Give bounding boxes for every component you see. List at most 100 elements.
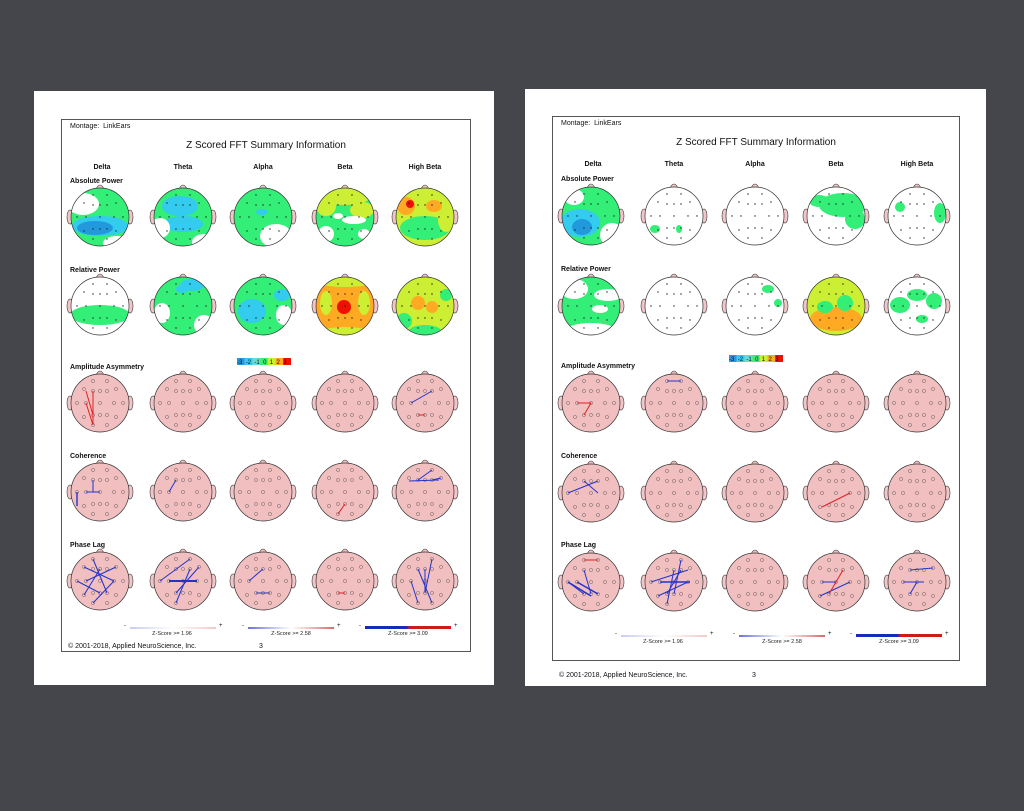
electrode-marker	[121, 401, 125, 405]
electrode-marker	[350, 413, 354, 417]
electrode-marker	[737, 477, 741, 481]
electrode-marker	[268, 567, 272, 571]
electrode-marker	[174, 502, 178, 506]
connection-line	[583, 480, 599, 494]
electrode-marker	[239, 305, 241, 307]
electrode-marker	[923, 293, 925, 295]
electrode-marker	[747, 317, 749, 319]
legend-bar-2	[739, 635, 825, 637]
electrode-marker	[841, 592, 845, 596]
electrode-marker	[842, 293, 844, 295]
electrode-marker	[336, 502, 340, 506]
electrode-marker	[275, 401, 279, 405]
electrode-marker	[827, 389, 831, 393]
electrode-marker	[159, 305, 161, 307]
head-outline	[561, 463, 621, 523]
electrode-marker	[262, 317, 264, 319]
electrode-marker	[92, 228, 94, 230]
electrode-marker	[327, 476, 331, 480]
head-map	[883, 273, 951, 336]
electrode-marker	[753, 592, 757, 596]
topography-region	[260, 224, 292, 246]
head-outline	[561, 276, 621, 336]
electrode-marker	[446, 490, 450, 494]
connection-line	[337, 503, 346, 515]
electrode-marker	[106, 228, 108, 230]
electrode-marker	[688, 477, 692, 481]
electrode-marker	[851, 291, 853, 293]
electrode-marker	[583, 203, 585, 205]
scale-tick: 1	[761, 357, 766, 363]
electrode-marker	[284, 579, 288, 583]
head-outline	[233, 373, 293, 433]
electrode-marker	[848, 401, 852, 405]
electrode-marker	[908, 469, 912, 473]
electrode-marker	[408, 230, 410, 232]
electrode-marker	[431, 194, 433, 196]
electrode-marker	[931, 415, 935, 419]
electrode-marker	[189, 317, 191, 319]
electrode-marker	[351, 317, 353, 319]
electrode-marker	[746, 479, 750, 483]
row-label-phase-lag: Phase Lag	[561, 542, 597, 549]
electrode-marker	[165, 504, 169, 508]
topography-region	[438, 208, 454, 232]
electrode-marker	[431, 317, 433, 319]
topography-region	[565, 323, 617, 335]
electrode-marker	[687, 215, 689, 217]
electrode-marker	[112, 579, 116, 583]
head-map	[311, 548, 379, 611]
electrode-marker	[922, 469, 926, 473]
electrode-marker	[573, 505, 577, 509]
electrode-marker	[821, 215, 823, 217]
electrode-marker	[165, 476, 169, 480]
electrode-marker	[666, 327, 668, 329]
electrode-marker	[666, 293, 668, 295]
electrode-marker	[330, 216, 332, 218]
topography-region	[400, 216, 450, 240]
head-outline	[644, 552, 704, 612]
electrode-marker	[261, 502, 265, 506]
topography-region	[817, 301, 833, 313]
legend-label-1: Z-Score >= 1.96	[643, 639, 683, 645]
electrode-marker	[174, 468, 178, 472]
head-map	[557, 549, 625, 612]
z-scale-swatch	[260, 358, 268, 365]
electrode-marker	[834, 401, 838, 405]
z-scale-swatch	[736, 355, 745, 362]
electrode-marker	[439, 504, 443, 508]
electrode-marker	[197, 387, 201, 391]
electrode-marker	[165, 593, 169, 597]
electrode-marker	[99, 293, 101, 295]
row-label-relative-power: Relative Power	[70, 267, 120, 274]
electrode-marker	[672, 413, 676, 417]
electrode-marker	[439, 415, 443, 419]
head-map	[883, 460, 951, 523]
electrode-marker	[344, 305, 346, 307]
legend-label-3: Z-Score >= 3.09	[388, 631, 428, 637]
electrode-marker	[916, 203, 918, 205]
head-outline	[887, 276, 947, 336]
head-map	[66, 370, 134, 433]
electrode-marker	[416, 389, 420, 393]
electrode-marker	[440, 202, 442, 204]
electrode-marker	[417, 228, 419, 230]
electrode-marker	[262, 216, 264, 218]
electrode-marker	[261, 579, 265, 583]
topography-region	[592, 305, 608, 313]
head-outline	[315, 373, 375, 433]
electrode-marker	[424, 216, 426, 218]
electrode-marker	[656, 477, 660, 481]
electrode-marker	[188, 512, 192, 516]
electrode-marker	[105, 502, 109, 506]
band-header-beta: Beta	[828, 161, 844, 168]
electrode-marker	[367, 216, 369, 218]
legend-bar-3	[856, 634, 942, 637]
electrode-marker	[423, 389, 427, 393]
z-scale-swatch	[252, 358, 261, 365]
electrode-marker	[431, 228, 433, 230]
electrode-marker	[351, 204, 353, 206]
electrode-marker	[923, 283, 925, 285]
electrode-marker	[753, 491, 757, 495]
electrode-marker	[597, 327, 599, 329]
